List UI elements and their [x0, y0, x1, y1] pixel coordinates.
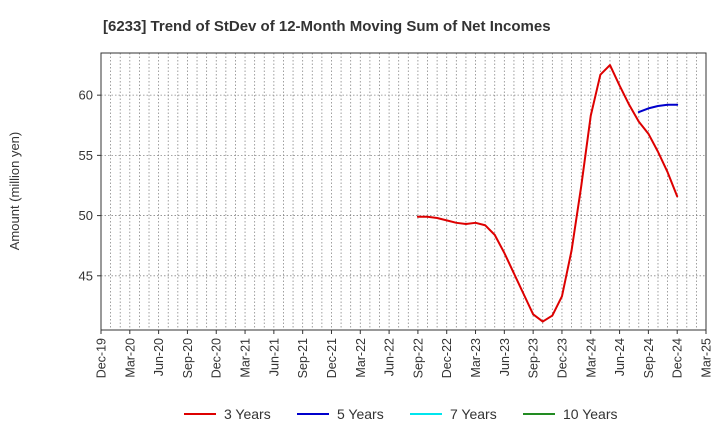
- x-tick-label: Dec-24: [671, 338, 685, 378]
- x-tick-label: Dec-23: [555, 338, 569, 378]
- series-line-5-years: [637, 103, 679, 114]
- y-axis-ticks: 45 50 55 60: [79, 88, 101, 283]
- y-tick-label: 50: [79, 208, 93, 223]
- plot-area-border: [100, 52, 707, 331]
- y-tick-label: 60: [79, 88, 93, 103]
- legend-label-7-years: 7 Years: [450, 406, 497, 422]
- x-tick-label: Mar-25: [700, 338, 714, 378]
- x-tick-label: Dec-21: [325, 338, 339, 378]
- x-axis-ticks: Dec-19 Mar-20 Jun-20 Sep-20 Dec-20 Mar-21 Jun-…: [95, 330, 714, 378]
- x-tick-label: Jun-21: [267, 338, 281, 376]
- x-tick-label: Mar-23: [469, 338, 483, 378]
- legend-label-10-years: 10 Years: [563, 406, 618, 422]
- x-tick-label: Sep-24: [642, 338, 656, 378]
- x-tick-label: Mar-22: [354, 338, 368, 378]
- x-tick-label: Sep-23: [527, 338, 541, 378]
- legend: 3 Years 5 Years 7 Years 10 Years: [184, 406, 618, 422]
- x-tick-label: Jun-23: [498, 338, 512, 376]
- grid-layer: [100, 53, 707, 330]
- x-tick-label: Dec-22: [440, 338, 454, 378]
- x-tick-label: Sep-22: [411, 338, 425, 378]
- x-tick-label: Dec-20: [210, 338, 224, 378]
- series-layer: [416, 64, 679, 323]
- x-tick-label: Jun-22: [383, 338, 397, 376]
- y-axis-label: Amount (million yen): [7, 132, 22, 251]
- x-tick-label: Mar-24: [584, 338, 598, 378]
- chart-title: [6233] Trend of StDev of 12-Month Moving…: [103, 18, 551, 35]
- x-tick-label: Mar-20: [123, 338, 137, 378]
- x-tick-label: Jun-20: [152, 338, 166, 376]
- series-line-3-years: [416, 64, 679, 323]
- y-tick-label: 55: [79, 148, 93, 163]
- y-tick-label: 45: [79, 268, 93, 283]
- legend-label-3-years: 3 Years: [224, 406, 271, 422]
- x-tick-label: Sep-21: [296, 338, 310, 378]
- plot-frame: [100, 52, 707, 331]
- x-tick-label: Jun-24: [613, 338, 627, 376]
- x-tick-label: Mar-21: [239, 338, 253, 378]
- legend-label-5-years: 5 Years: [337, 406, 384, 422]
- x-tick-label: Sep-20: [181, 338, 195, 378]
- x-tick-label: Dec-19: [95, 338, 109, 378]
